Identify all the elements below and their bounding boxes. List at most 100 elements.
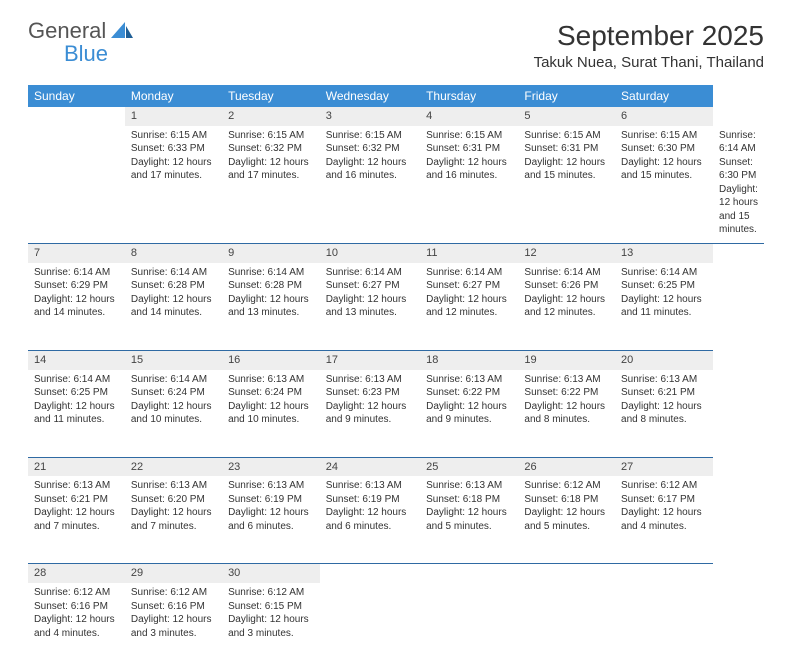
- day-number: 26: [518, 458, 615, 477]
- day-cell: Sunrise: 6:13 AMSunset: 6:24 PMDaylight:…: [222, 370, 320, 458]
- day-number-row: 78910111213: [28, 244, 764, 263]
- daylight-text: Daylight: 12 hours and 14 minutes.: [34, 293, 119, 320]
- weekday-header: Wednesday: [320, 85, 420, 107]
- daylight-text: Daylight: 12 hours and 5 minutes.: [524, 506, 609, 533]
- daylight-text: Daylight: 12 hours and 15 minutes.: [621, 156, 707, 183]
- title-block: September 2025 Takuk Nuea, Surat Thani, …: [534, 20, 764, 71]
- daylight-text: Daylight: 12 hours and 5 minutes.: [426, 506, 512, 533]
- day-cell: Sunrise: 6:14 AMSunset: 6:27 PMDaylight:…: [420, 263, 518, 351]
- logo-sail-icon: [111, 22, 133, 45]
- day-number: 5: [518, 107, 615, 126]
- day-cell: Sunrise: 6:12 AMSunset: 6:17 PMDaylight:…: [615, 476, 713, 564]
- daylight-text: Daylight: 12 hours and 15 minutes.: [524, 156, 609, 183]
- day-number: [615, 564, 713, 583]
- sunrise-text: Sunrise: 6:12 AM: [524, 479, 609, 493]
- day-number: 3: [320, 107, 420, 126]
- day-number: 8: [125, 244, 222, 263]
- day-cell: Sunrise: 6:12 AMSunset: 6:18 PMDaylight:…: [518, 476, 615, 564]
- sunrise-text: Sunrise: 6:13 AM: [326, 479, 414, 493]
- sunrise-text: Sunrise: 6:15 AM: [228, 129, 314, 143]
- day-number: 15: [125, 351, 222, 370]
- sunset-text: Sunset: 6:24 PM: [228, 386, 314, 400]
- daylight-text: Daylight: 12 hours and 17 minutes.: [228, 156, 314, 183]
- sunrise-text: Sunrise: 6:15 AM: [524, 129, 609, 143]
- daylight-text: Daylight: 12 hours and 13 minutes.: [326, 293, 414, 320]
- sunset-text: Sunset: 6:25 PM: [621, 279, 707, 293]
- day-content-row: Sunrise: 6:14 AMSunset: 6:25 PMDaylight:…: [28, 370, 764, 458]
- day-cell: Sunrise: 6:14 AMSunset: 6:28 PMDaylight:…: [222, 263, 320, 351]
- sunrise-text: Sunrise: 6:14 AM: [34, 266, 119, 280]
- day-number: [420, 564, 518, 583]
- sunset-text: Sunset: 6:19 PM: [228, 493, 314, 507]
- weekday-header: Thursday: [420, 85, 518, 107]
- day-number: [28, 107, 125, 126]
- daylight-text: Daylight: 12 hours and 11 minutes.: [34, 400, 119, 427]
- day-cell: Sunrise: 6:13 AMSunset: 6:22 PMDaylight:…: [420, 370, 518, 458]
- sunrise-text: Sunrise: 6:15 AM: [131, 129, 216, 143]
- day-number: 22: [125, 458, 222, 477]
- day-number: 9: [222, 244, 320, 263]
- day-cell: Sunrise: 6:13 AMSunset: 6:21 PMDaylight:…: [28, 476, 125, 564]
- day-cell: Sunrise: 6:14 AMSunset: 6:29 PMDaylight:…: [28, 263, 125, 351]
- day-number: 12: [518, 244, 615, 263]
- day-number: 4: [420, 107, 518, 126]
- day-number: 6: [615, 107, 713, 126]
- sunrise-text: Sunrise: 6:14 AM: [524, 266, 609, 280]
- day-number-row: 21222324252627: [28, 458, 764, 477]
- day-cell: Sunrise: 6:13 AMSunset: 6:20 PMDaylight:…: [125, 476, 222, 564]
- day-number: 30: [222, 564, 320, 583]
- sunset-text: Sunset: 6:18 PM: [426, 493, 512, 507]
- day-number: 13: [615, 244, 713, 263]
- day-number: 17: [320, 351, 420, 370]
- sunrise-text: Sunrise: 6:13 AM: [326, 373, 414, 387]
- day-cell: Sunrise: 6:12 AMSunset: 6:15 PMDaylight:…: [222, 583, 320, 671]
- sunset-text: Sunset: 6:29 PM: [34, 279, 119, 293]
- sunrise-text: Sunrise: 6:13 AM: [228, 373, 314, 387]
- title-month: September 2025: [534, 20, 764, 52]
- day-cell: Sunrise: 6:14 AMSunset: 6:25 PMDaylight:…: [615, 263, 713, 351]
- sunrise-text: Sunrise: 6:12 AM: [131, 586, 216, 600]
- day-cell: Sunrise: 6:12 AMSunset: 6:16 PMDaylight:…: [28, 583, 125, 671]
- sunrise-text: Sunrise: 6:13 AM: [426, 479, 512, 493]
- day-cell: [320, 583, 420, 671]
- weekday-header: Friday: [518, 85, 615, 107]
- day-number: 29: [125, 564, 222, 583]
- weekday-header: Monday: [125, 85, 222, 107]
- sunset-text: Sunset: 6:23 PM: [326, 386, 414, 400]
- daylight-text: Daylight: 12 hours and 14 minutes.: [131, 293, 216, 320]
- day-number-row: 14151617181920: [28, 351, 764, 370]
- daylight-text: Daylight: 12 hours and 13 minutes.: [228, 293, 314, 320]
- sunrise-text: Sunrise: 6:13 AM: [621, 373, 707, 387]
- sunset-text: Sunset: 6:19 PM: [326, 493, 414, 507]
- daylight-text: Daylight: 12 hours and 10 minutes.: [131, 400, 216, 427]
- sunrise-text: Sunrise: 6:12 AM: [34, 586, 119, 600]
- daylight-text: Daylight: 12 hours and 11 minutes.: [621, 293, 707, 320]
- sunset-text: Sunset: 6:22 PM: [524, 386, 609, 400]
- daylight-text: Daylight: 12 hours and 7 minutes.: [131, 506, 216, 533]
- day-cell: [615, 583, 713, 671]
- sunset-text: Sunset: 6:32 PM: [228, 142, 314, 156]
- day-cell: Sunrise: 6:14 AMSunset: 6:25 PMDaylight:…: [28, 370, 125, 458]
- day-cell: Sunrise: 6:13 AMSunset: 6:23 PMDaylight:…: [320, 370, 420, 458]
- day-content-row: Sunrise: 6:12 AMSunset: 6:16 PMDaylight:…: [28, 583, 764, 671]
- day-cell: Sunrise: 6:13 AMSunset: 6:19 PMDaylight:…: [222, 476, 320, 564]
- sunset-text: Sunset: 6:26 PM: [524, 279, 609, 293]
- day-cell: Sunrise: 6:15 AMSunset: 6:32 PMDaylight:…: [320, 126, 420, 244]
- sunrise-text: Sunrise: 6:13 AM: [426, 373, 512, 387]
- sunset-text: Sunset: 6:30 PM: [621, 142, 707, 156]
- day-number: 18: [420, 351, 518, 370]
- day-number: 28: [28, 564, 125, 583]
- day-content-row: Sunrise: 6:15 AMSunset: 6:33 PMDaylight:…: [28, 126, 764, 244]
- day-cell: Sunrise: 6:15 AMSunset: 6:31 PMDaylight:…: [420, 126, 518, 244]
- daylight-text: Daylight: 12 hours and 17 minutes.: [131, 156, 216, 183]
- day-number: 2: [222, 107, 320, 126]
- weekday-header: Tuesday: [222, 85, 320, 107]
- daylight-text: Daylight: 12 hours and 16 minutes.: [426, 156, 512, 183]
- daylight-text: Daylight: 12 hours and 15 minutes.: [719, 183, 758, 237]
- day-number: 11: [420, 244, 518, 263]
- sunrise-text: Sunrise: 6:15 AM: [326, 129, 414, 143]
- sunrise-text: Sunrise: 6:14 AM: [621, 266, 707, 280]
- daylight-text: Daylight: 12 hours and 12 minutes.: [426, 293, 512, 320]
- daylight-text: Daylight: 12 hours and 7 minutes.: [34, 506, 119, 533]
- daylight-text: Daylight: 12 hours and 4 minutes.: [621, 506, 707, 533]
